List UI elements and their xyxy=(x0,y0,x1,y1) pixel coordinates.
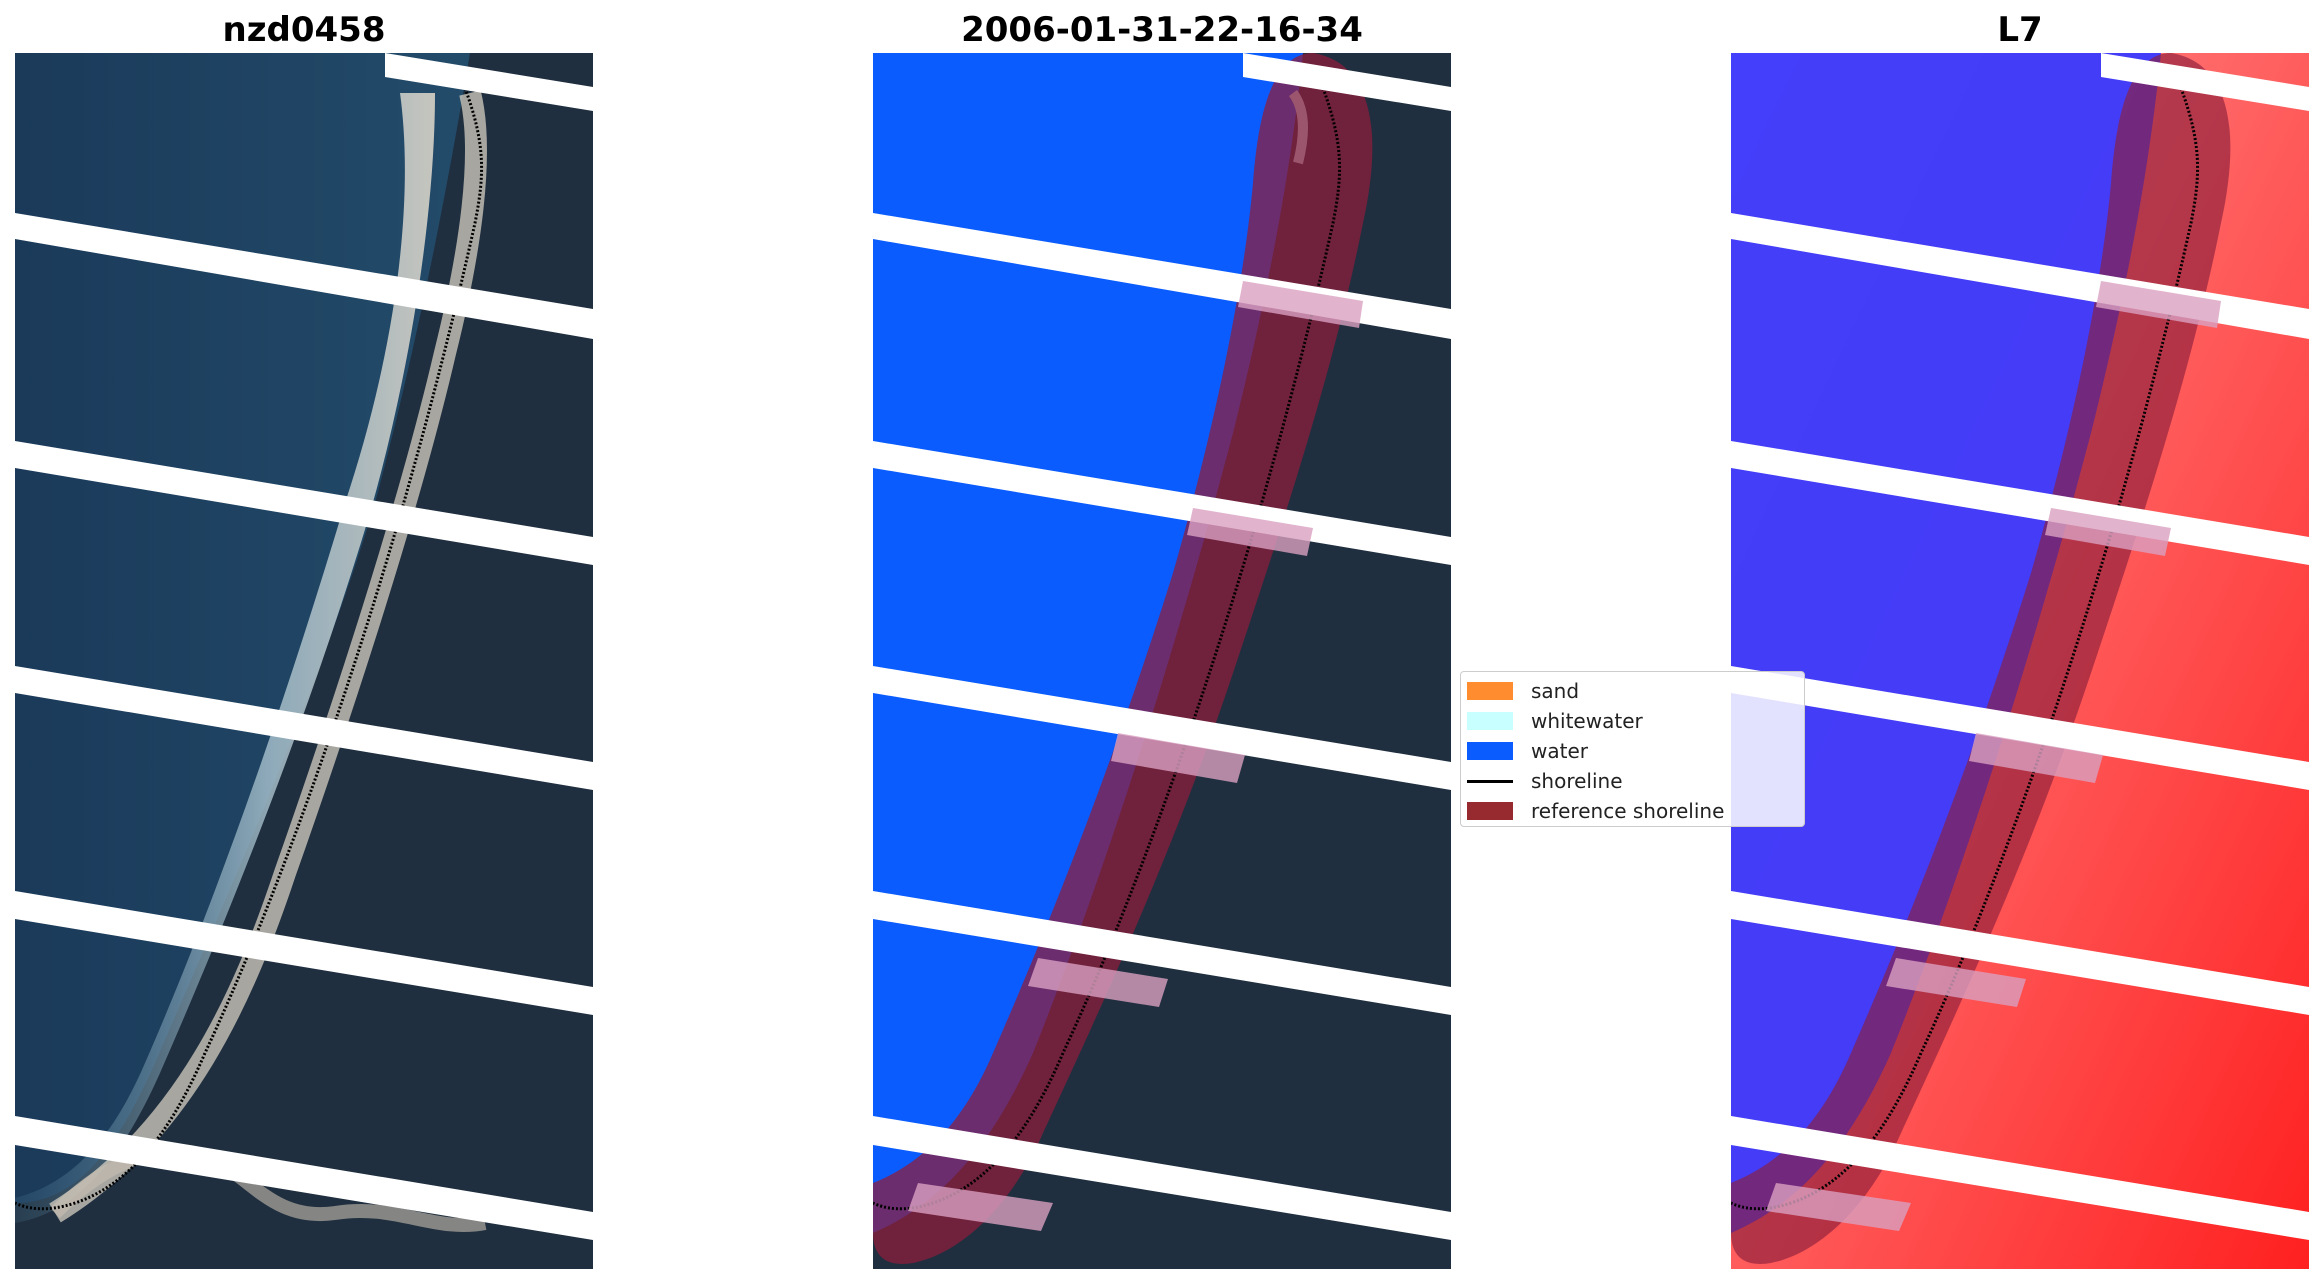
legend: sand whitewater water shoreline referenc… xyxy=(1460,671,1805,827)
index-image xyxy=(1731,53,2309,1269)
legend-label: reference shoreline xyxy=(1531,799,1725,823)
index-panel xyxy=(1731,53,2309,1269)
shoreline-line xyxy=(1467,779,1513,783)
legend-label: shoreline xyxy=(1531,769,1623,793)
sand-swatch xyxy=(1467,682,1513,700)
legend-item-whitewater: whitewater xyxy=(1467,708,1643,734)
water-swatch xyxy=(1467,742,1513,760)
legend-label: whitewater xyxy=(1531,709,1643,733)
title-middle: 2006-01-31-22-16-34 xyxy=(961,10,1363,50)
title-right: L7 xyxy=(1997,10,2043,50)
legend-label: water xyxy=(1531,739,1588,763)
whitewater-swatch xyxy=(1467,712,1513,730)
legend-item-sand: sand xyxy=(1467,678,1579,704)
classification-panel xyxy=(873,53,1451,1269)
rgb-image xyxy=(15,53,593,1269)
classification-image xyxy=(873,53,1451,1269)
legend-item-water: water xyxy=(1467,738,1588,764)
legend-label: sand xyxy=(1531,679,1580,703)
reference-shoreline-swatch xyxy=(1467,802,1513,820)
legend-item-shoreline: shoreline xyxy=(1467,768,1623,794)
title-left: nzd0458 xyxy=(222,10,386,50)
legend-item-reference-shoreline: reference shoreline xyxy=(1467,798,1724,824)
rgb-image-panel xyxy=(15,53,593,1269)
scanline-gaps xyxy=(15,53,593,1240)
